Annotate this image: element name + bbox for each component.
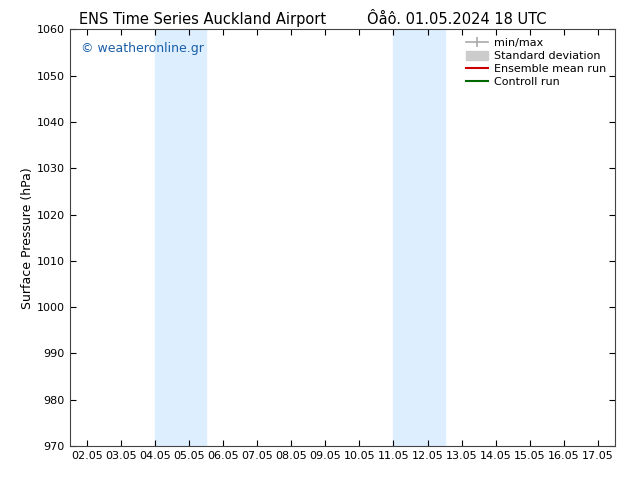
Y-axis label: Surface Pressure (hPa): Surface Pressure (hPa) xyxy=(21,167,34,309)
Bar xyxy=(155,29,206,446)
Legend: min/max, Standard deviation, Ensemble mean run, Controll run: min/max, Standard deviation, Ensemble me… xyxy=(463,35,609,90)
Text: Ôåô. 01.05.2024 18 UTC: Ôåô. 01.05.2024 18 UTC xyxy=(366,12,547,27)
Text: ENS Time Series Auckland Airport: ENS Time Series Auckland Airport xyxy=(79,12,327,27)
Bar xyxy=(394,29,444,446)
Text: © weatheronline.gr: © weatheronline.gr xyxy=(81,42,204,55)
